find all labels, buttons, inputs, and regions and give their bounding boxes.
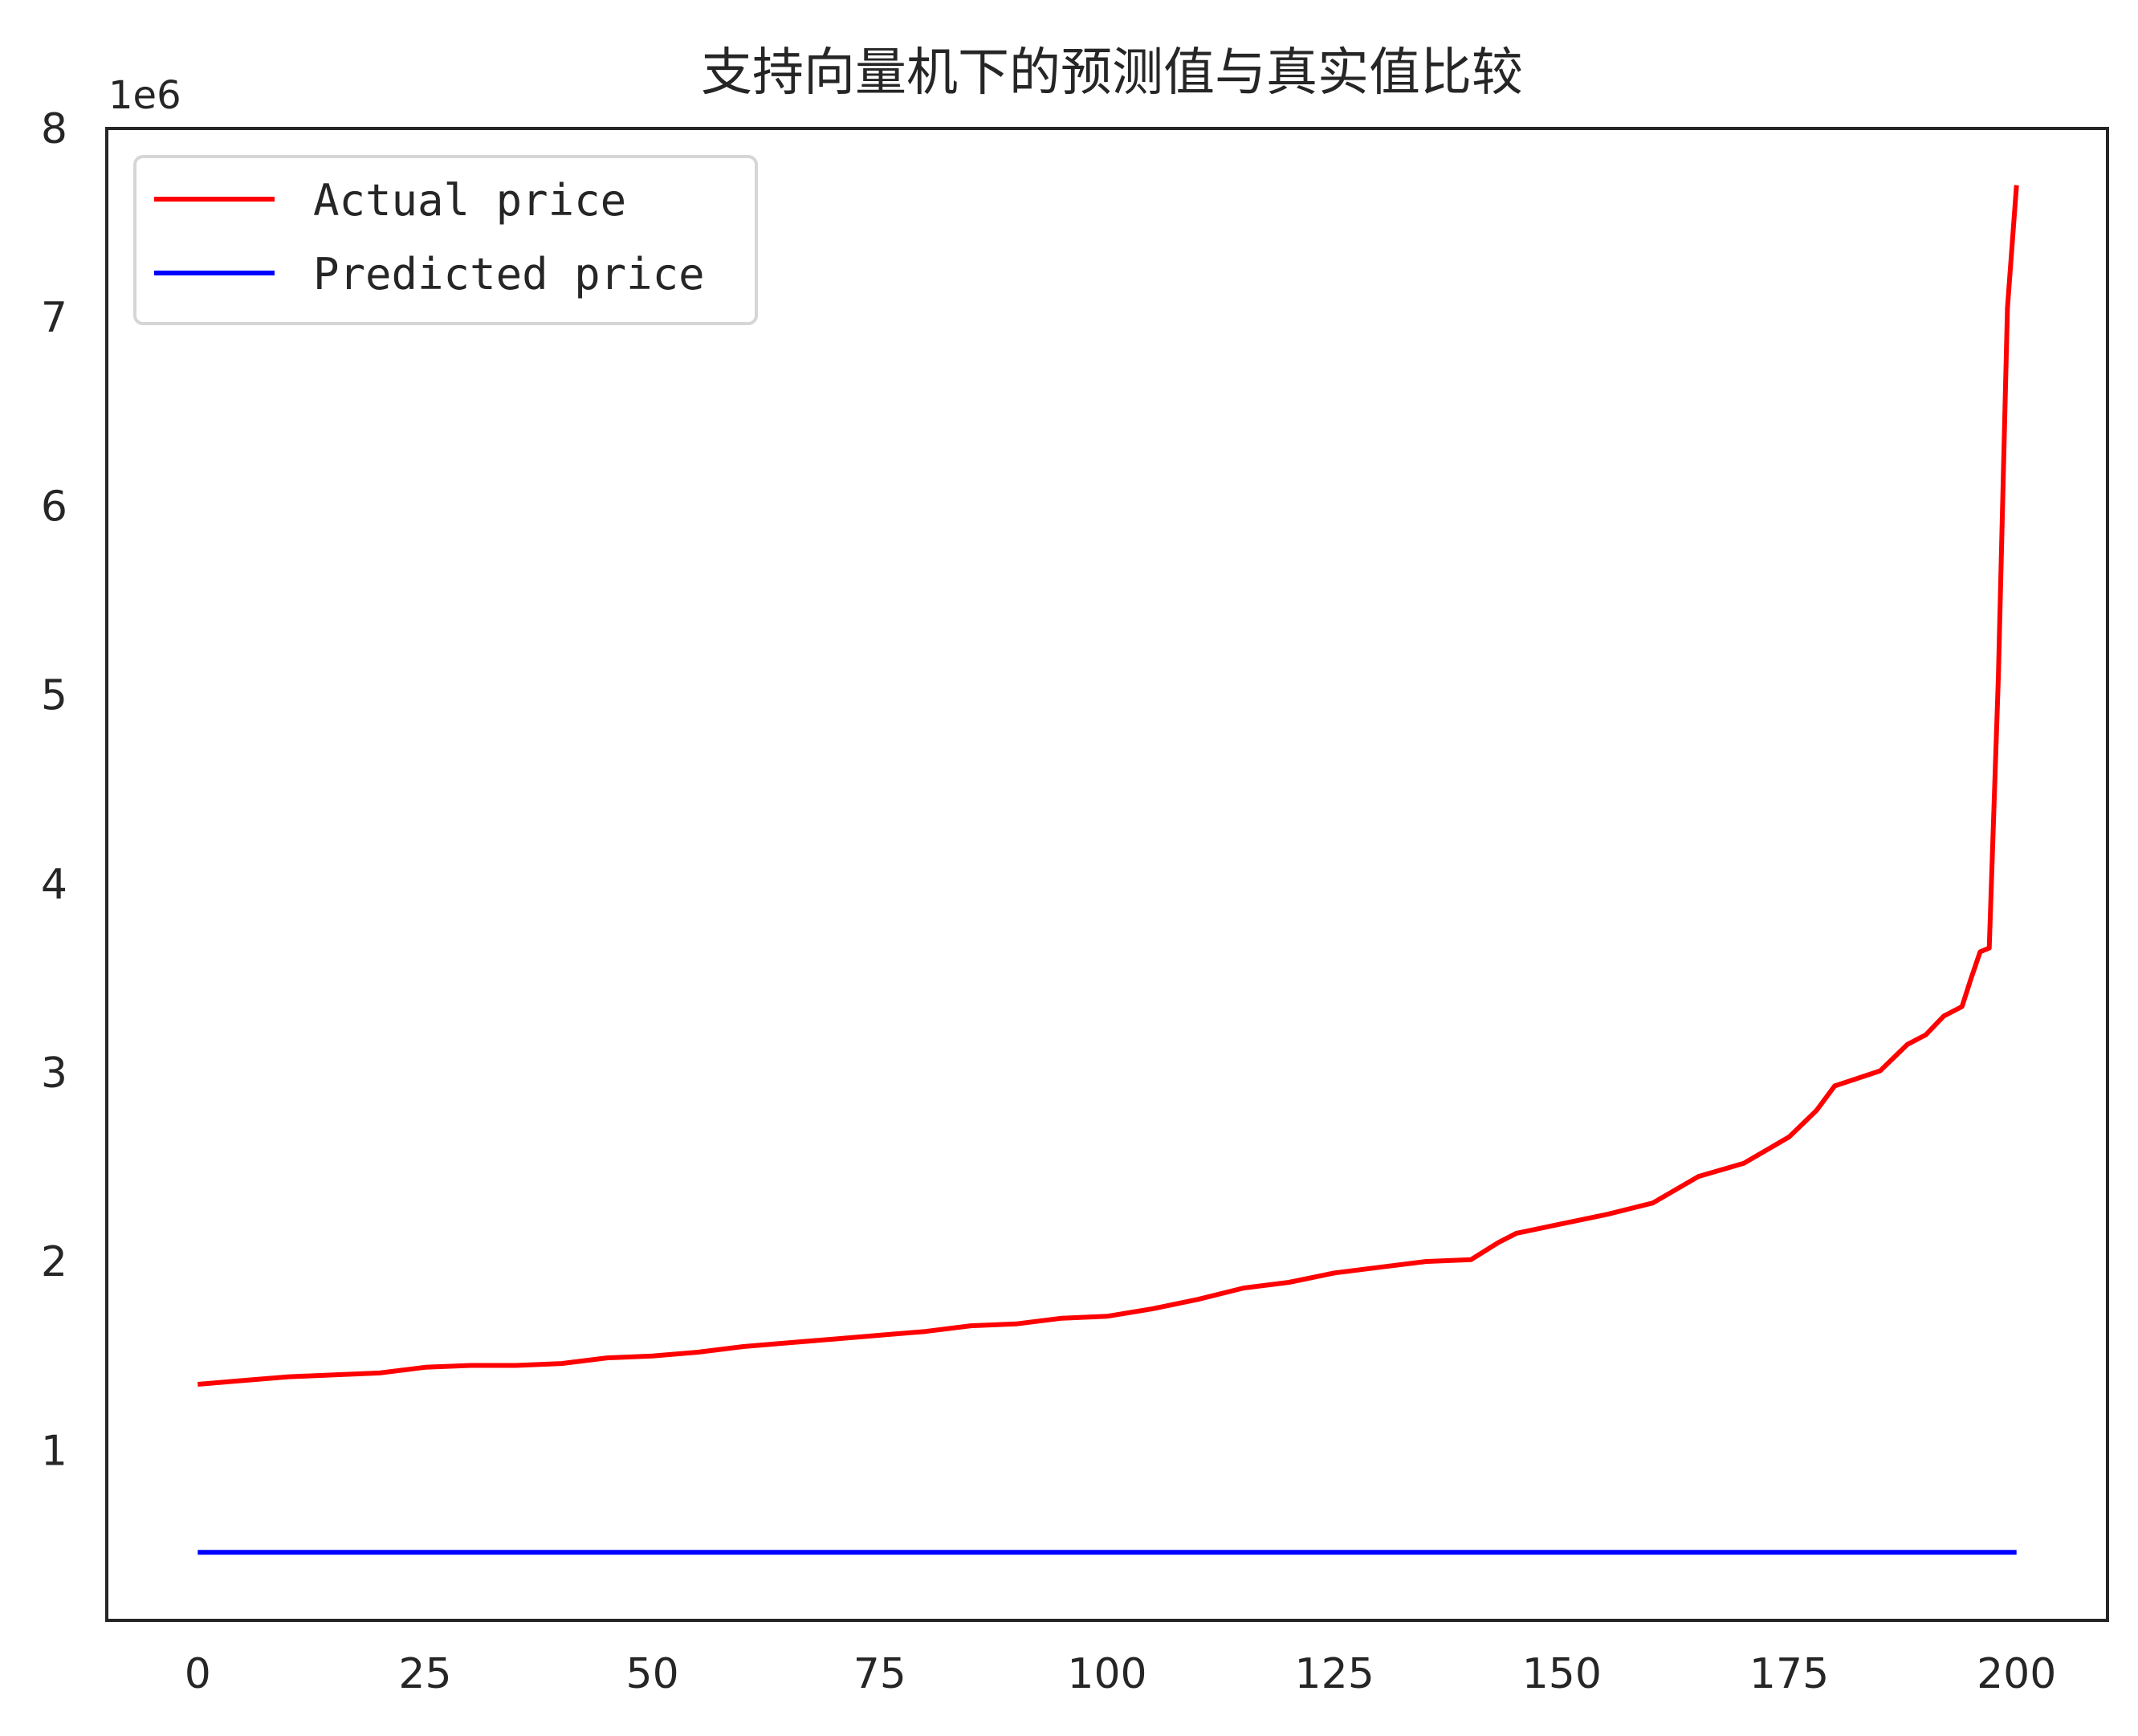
y-tick-label: 8	[41, 105, 67, 153]
x-tick-label: 200	[1977, 1650, 2056, 1698]
x-tick-label: 175	[1749, 1650, 1829, 1698]
x-tick-label: 75	[853, 1650, 906, 1698]
x-axis-ticks: 0 25 50 75 100 125 150 175 200	[185, 1650, 2057, 1698]
y-tick-label: 3	[41, 1049, 67, 1098]
x-tick-label: 25	[398, 1650, 451, 1698]
legend-label-predicted: Predicted price	[313, 249, 705, 300]
y-offset-label: 1e6	[108, 73, 181, 118]
y-tick-label: 6	[41, 483, 67, 531]
plot-area	[105, 127, 2109, 1622]
y-tick-label: 4	[41, 861, 67, 909]
legend-box	[133, 155, 758, 325]
legend: Actual price Predicted price	[133, 155, 758, 325]
x-tick-label: 125	[1295, 1650, 1374, 1698]
series-layer	[198, 185, 2019, 1555]
y-tick-label: 5	[41, 672, 67, 720]
series-line-0	[198, 185, 2019, 1387]
y-axis-ticks: 1 2 3 4 5 6 7 8	[41, 105, 67, 1475]
x-tick-label: 150	[1522, 1650, 1602, 1698]
x-tick-label: 0	[185, 1650, 211, 1698]
axes-frame	[105, 127, 2109, 1622]
legend-label-actual: Actual price	[313, 175, 626, 226]
y-tick-label: 7	[41, 294, 67, 342]
x-tick-label: 50	[626, 1650, 679, 1698]
y-tick-label: 2	[41, 1238, 67, 1286]
chart-title: 支持向量机下的预测值与真实值比较	[701, 43, 1523, 103]
x-tick-label: 100	[1067, 1650, 1146, 1698]
y-tick-label: 1	[41, 1427, 67, 1475]
